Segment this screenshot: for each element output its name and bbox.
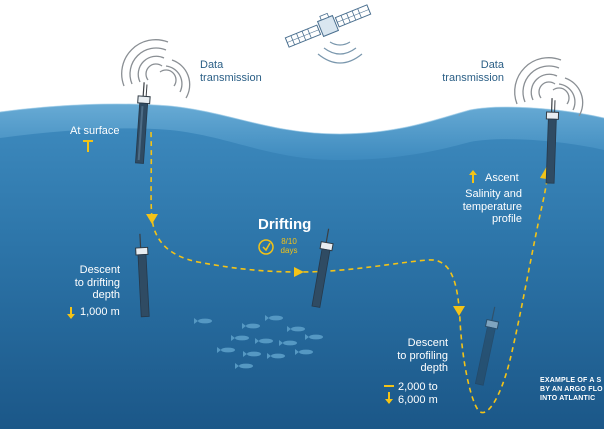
down-arrow-icon-profiling xyxy=(384,390,394,404)
surface-highlight xyxy=(0,103,604,135)
path-arrow-1 xyxy=(146,214,158,224)
fish-icon xyxy=(295,349,313,355)
fish-school xyxy=(194,315,323,369)
profiling-bar-marker-icon xyxy=(384,385,394,387)
down-arrow-icon xyxy=(66,305,76,319)
fish-icon xyxy=(242,323,260,329)
up-arrow-icon xyxy=(468,170,478,184)
signal-waves-right-icon xyxy=(514,57,584,117)
fish-icon xyxy=(287,326,305,332)
salinity-profile-label: Salinity and temperature profile xyxy=(462,188,522,226)
argo-float-icon-profiling xyxy=(474,306,500,386)
path-arrow-2 xyxy=(294,267,304,277)
descent-profiling-label: Descent to profiling depth xyxy=(397,337,448,375)
drifting-label: Drifting xyxy=(258,216,312,233)
argo-float-icon-descent xyxy=(135,233,150,318)
fish-icon xyxy=(194,318,212,324)
satellite-icon xyxy=(284,4,372,48)
fish-icon xyxy=(243,351,261,357)
argo-float-icon-surface-right xyxy=(545,98,560,184)
satellite-signal-waves-icon xyxy=(317,41,363,64)
clock-icon xyxy=(258,239,274,255)
fish-icon xyxy=(265,315,283,321)
ascent-label: Ascent xyxy=(485,172,519,184)
at-surface-label: At surface xyxy=(70,125,120,137)
caption-text: EXAMPLE OF A S BY AN ARGO FLO INTO ATLAN… xyxy=(540,377,603,403)
drifting-depth-label: 1,000 m xyxy=(80,306,120,318)
path-arrow-3 xyxy=(453,306,465,316)
argo-float-icon-drifting xyxy=(311,228,334,308)
fish-icon xyxy=(305,334,323,340)
fish-icon xyxy=(235,363,253,369)
data-transmission-right-label: Data transmission xyxy=(442,59,504,84)
drifting-days-label: 8/10 days xyxy=(280,237,298,256)
signal-waves-left-icon xyxy=(121,39,191,99)
fish-icon xyxy=(255,338,273,344)
surface-marker-icon xyxy=(83,140,93,152)
fish-icon xyxy=(217,347,235,353)
sea xyxy=(0,104,604,429)
fish-icon xyxy=(279,340,297,346)
argo-float-icon-surface-left xyxy=(135,82,151,164)
descent-drifting-label: Descent to drifting depth xyxy=(74,264,120,302)
data-transmission-left-label: Data transmission xyxy=(200,59,262,84)
fish-icon xyxy=(267,353,285,359)
profiling-depth-label: 2,000 to 6,000 m xyxy=(398,381,438,406)
fish-icon xyxy=(231,335,249,341)
